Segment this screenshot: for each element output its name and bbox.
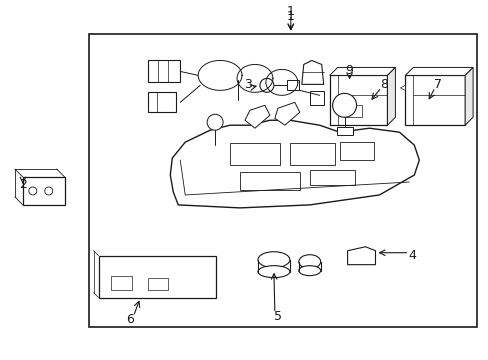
Bar bbox=[289, 143, 334, 165]
Bar bbox=[88, 33, 476, 328]
Bar bbox=[110, 276, 132, 289]
Polygon shape bbox=[400, 85, 405, 90]
Bar bbox=[286, 80, 298, 90]
Bar bbox=[309, 91, 323, 105]
Bar bbox=[240, 172, 299, 190]
Bar bbox=[148, 278, 168, 289]
Bar bbox=[148, 60, 180, 82]
Polygon shape bbox=[301, 60, 323, 84]
Circle shape bbox=[29, 187, 37, 195]
Text: 6: 6 bbox=[126, 313, 134, 326]
Text: 1: 1 bbox=[286, 10, 294, 23]
Bar bbox=[309, 170, 354, 185]
Text: 1: 1 bbox=[286, 5, 294, 18]
Polygon shape bbox=[405, 67, 472, 75]
Text: 5: 5 bbox=[273, 310, 281, 323]
Ellipse shape bbox=[258, 252, 289, 268]
Polygon shape bbox=[244, 105, 269, 128]
Text: 8: 8 bbox=[380, 78, 387, 91]
Circle shape bbox=[207, 114, 223, 130]
Polygon shape bbox=[464, 67, 472, 125]
Circle shape bbox=[260, 78, 273, 92]
Polygon shape bbox=[274, 102, 299, 125]
Bar bbox=[148, 92, 176, 112]
Bar bbox=[343, 105, 361, 117]
Polygon shape bbox=[386, 67, 395, 125]
Text: 4: 4 bbox=[407, 249, 415, 262]
Polygon shape bbox=[405, 75, 464, 125]
Polygon shape bbox=[347, 247, 375, 265]
Bar bbox=[339, 142, 374, 160]
Ellipse shape bbox=[298, 266, 320, 276]
Bar bbox=[336, 127, 352, 135]
Polygon shape bbox=[99, 256, 216, 298]
Polygon shape bbox=[329, 67, 395, 75]
Circle shape bbox=[45, 187, 53, 195]
Ellipse shape bbox=[258, 266, 289, 278]
Text: 9: 9 bbox=[345, 64, 353, 77]
Polygon shape bbox=[23, 177, 64, 205]
Bar bbox=[229, 143, 279, 165]
Polygon shape bbox=[170, 120, 419, 208]
Text: 3: 3 bbox=[244, 78, 251, 91]
Text: 2: 2 bbox=[19, 179, 27, 192]
Circle shape bbox=[332, 93, 356, 117]
Polygon shape bbox=[329, 75, 386, 125]
Text: 7: 7 bbox=[433, 78, 441, 91]
Ellipse shape bbox=[298, 255, 320, 269]
